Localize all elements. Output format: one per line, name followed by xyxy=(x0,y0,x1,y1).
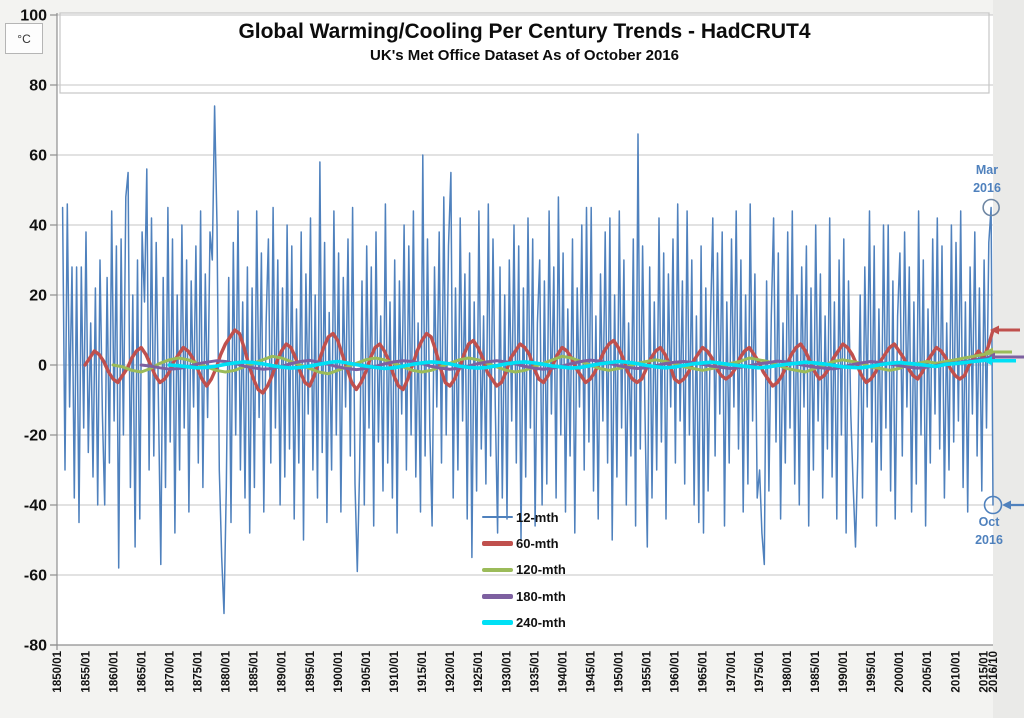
y-tick-label-100: 100 xyxy=(20,8,47,25)
title-box-frame xyxy=(59,12,990,94)
x-tick-label-1880-01: 1880/01 xyxy=(221,650,233,692)
plot-area xyxy=(57,15,993,645)
x-tick-label-1870-01: 1870/01 xyxy=(165,650,177,692)
legend-label-60-mth: 60-mth xyxy=(516,536,559,552)
legend-item-240-mth[interactable]: 240-mth xyxy=(482,610,566,636)
legend-label-180-mth: 180-mth xyxy=(516,588,566,604)
legend-label-12-mth: 12-mth xyxy=(516,509,559,525)
annotation-circle-oct-2016 xyxy=(983,495,1003,515)
legend-label-120-mth: 120-mth xyxy=(516,562,566,578)
x-tick-label-1995-01: 1995/01 xyxy=(866,650,878,692)
x-tick-label-1900-01: 1900/01 xyxy=(333,650,345,692)
legend-swatch-120-mth xyxy=(482,567,513,573)
x-tick-label-2016-10: 2016/10 xyxy=(988,651,1000,693)
x-tick-label-1910-01: 1910/01 xyxy=(389,650,401,692)
x-tick-label-2015-01: 2015/01 xyxy=(978,650,990,692)
right-margin-strip xyxy=(993,0,1024,718)
y-tick-label-40: 40 xyxy=(29,218,47,235)
annotation-mar-2016: Mar 2016 xyxy=(964,161,1010,197)
annotation-mar-2016-year: 2016 xyxy=(973,181,1001,195)
x-tick-label-1875-01: 1875/01 xyxy=(193,650,205,692)
legend-swatch-12-mth xyxy=(482,516,513,519)
arrow-icon-120-mth-end xyxy=(984,347,993,357)
y-tick-label--60: -60 xyxy=(24,568,47,585)
x-tick-label-2000-01: 2000/01 xyxy=(894,650,906,692)
y-tick-label-80: 80 xyxy=(29,78,47,95)
x-tick-label-1860-01: 1860/01 xyxy=(108,650,120,692)
annotation-oct-2016-year: 2016 xyxy=(975,533,1003,547)
legend-label-240-mth: 240-mth xyxy=(516,615,566,631)
x-tick-label-1855-01: 1855/01 xyxy=(80,650,92,692)
legend-item-12-mth[interactable]: 12-mth xyxy=(482,504,566,530)
x-tick-label-1955-01: 1955/01 xyxy=(642,650,654,692)
x-tick-label-1885-01: 1885/01 xyxy=(249,650,261,692)
x-tick-label-1975-01: 1975/01 xyxy=(754,650,766,692)
y-axis-unit-label: °C xyxy=(17,31,31,46)
x-tick-label-1965-01: 1965/01 xyxy=(698,650,710,692)
series-line-120-mth xyxy=(111,351,994,376)
x-tick-label-1930-01: 1930/01 xyxy=(501,650,513,692)
series-line-60-mth xyxy=(83,328,995,395)
legend-item-120-mth[interactable]: 120-mth xyxy=(482,557,566,583)
series-line-240-mth xyxy=(167,357,995,371)
y-tick-label--40: -40 xyxy=(24,498,47,515)
legend-item-60-mth[interactable]: 60-mth xyxy=(482,530,566,556)
x-tick-label-1950-01: 1950/01 xyxy=(614,650,626,692)
x-tick-label-1970-01: 1970/01 xyxy=(726,650,738,692)
arrow-icon-240-mth-end xyxy=(983,356,992,366)
x-tick-label-1905-01: 1905/01 xyxy=(361,650,373,692)
x-tick-label-1890-01: 1890/01 xyxy=(277,650,289,692)
x-tick-label-1945-01: 1945/01 xyxy=(586,650,598,692)
x-tick-label-1850-01: 1850/01 xyxy=(52,650,64,692)
x-tick-label-1990-01: 1990/01 xyxy=(838,650,850,692)
x-tick-label-1985-01: 1985/01 xyxy=(810,650,822,692)
y-tick-label-20: 20 xyxy=(29,288,47,305)
y-tick-label--80: -80 xyxy=(24,638,47,655)
y-axis-unit-box: °C xyxy=(5,23,43,54)
legend-swatch-60-mth xyxy=(482,541,513,546)
legend: 12-mth 60-mth 120-mth 180-mth 240-mth xyxy=(482,504,566,636)
series-line-12-mth xyxy=(61,105,994,615)
x-tick-label-1960-01: 1960/01 xyxy=(670,650,682,692)
arrow-icon-60-mth-end xyxy=(990,325,999,335)
x-tick-label-1940-01: 1940/01 xyxy=(557,650,569,692)
arrow-icon-oct-2016 xyxy=(1002,500,1011,510)
legend-swatch-240-mth xyxy=(482,620,513,626)
legend-swatch-180-mth xyxy=(482,594,513,599)
x-tick-label-1935-01: 1935/01 xyxy=(529,650,541,692)
y-tick-label-0: 0 xyxy=(38,358,47,375)
legend-item-180-mth[interactable]: 180-mth xyxy=(482,583,566,609)
x-tick-label-1920-01: 1920/01 xyxy=(445,650,457,692)
x-tick-label-1925-01: 1925/01 xyxy=(473,650,485,692)
x-tick-label-1980-01: 1980/01 xyxy=(782,650,794,692)
x-tick-label-1915-01: 1915/01 xyxy=(417,650,429,692)
y-tick-label--20: -20 xyxy=(24,428,47,445)
annotation-oct-2016-month: Oct xyxy=(978,515,1000,529)
x-tick-label-2005-01: 2005/01 xyxy=(922,650,934,692)
x-tick-label-1865-01: 1865/01 xyxy=(136,650,148,692)
y-tick-label-60: 60 xyxy=(29,148,47,165)
annotation-oct-2016: Oct 2016 xyxy=(966,513,1012,549)
x-tick-label-2010-01: 2010/01 xyxy=(950,650,962,692)
x-tick-label-1895-01: 1895/01 xyxy=(305,650,317,692)
annotation-circle-mar-2016 xyxy=(982,198,1000,217)
annotation-mar-2016-month: Mar xyxy=(975,163,999,177)
